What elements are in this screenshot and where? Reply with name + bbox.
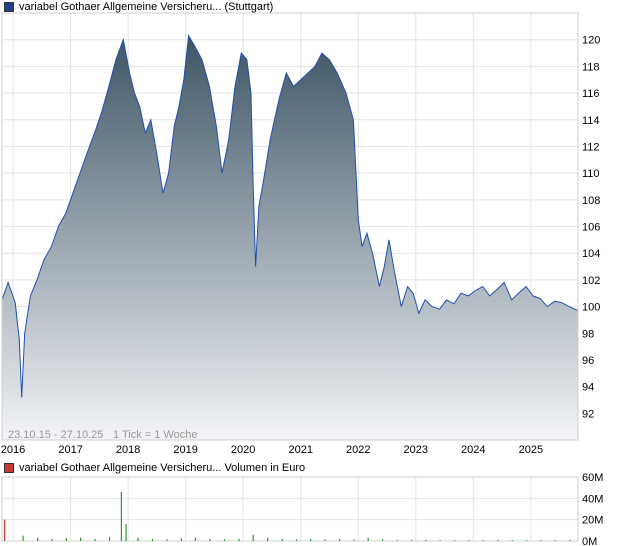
x-tick-label: 2025 [519, 444, 543, 456]
volume-bar [166, 539, 168, 541]
y-tick-label: 100 [582, 302, 600, 314]
volume-y-axis: 0M 20M 40M 60M [582, 472, 603, 546]
volume-bar [252, 534, 254, 541]
volume-bar [382, 539, 384, 541]
volume-bar [65, 538, 67, 541]
y-tick-label: 116 [582, 88, 600, 100]
volume-bar [497, 540, 499, 541]
price-area [2, 35, 578, 440]
volume-bar [439, 540, 441, 541]
volume-bar [180, 538, 182, 541]
x-tick-label: 2018 [116, 444, 140, 456]
volume-bar [51, 538, 53, 541]
price-legend-label: variabel Gothaer Allgemeine Versicheru..… [19, 1, 274, 13]
volume-bar [540, 540, 542, 541]
y-tick-label: 92 [582, 408, 594, 420]
volume-bar [353, 539, 355, 541]
volume-bar [482, 540, 484, 541]
volume-bar [22, 535, 24, 541]
volume-bar [526, 540, 528, 541]
y-tick-label: 108 [582, 195, 600, 207]
volume-bar [511, 540, 513, 541]
price-x-axis: 2016 2017 2018 2019 2020 2021 2022 2023 2024 2025 [1, 444, 543, 456]
y-tick-label: 120 [582, 35, 600, 47]
price-plot-frame [1, 12, 579, 441]
volume-bar [151, 538, 154, 541]
volume-bar [569, 540, 571, 541]
volume-bar [425, 539, 427, 541]
volume-legend-swatch [4, 463, 14, 473]
volume-bar [120, 491, 122, 541]
price-line [1, 34, 579, 398]
x-tick-label: 2017 [58, 444, 82, 456]
volume-bar [194, 537, 197, 541]
volume-bar [410, 539, 413, 541]
volume-legend: variabel Gothaer Allgemeine Versicheru..… [4, 461, 305, 475]
volume-bar [367, 537, 369, 541]
price-chart: 92 94 96 98 100 102 104 106 108 110 112 114 116 118 12… [1, 12, 600, 456]
volume-bar [223, 539, 226, 541]
volume-plot-frame [1, 476, 579, 542]
y-tick-label: 110 [582, 168, 600, 180]
volume-y-tick-label: 60M [582, 472, 603, 484]
volume-bar [37, 537, 39, 541]
volume-bar [80, 537, 82, 541]
tick-info-label: 1 Tick = 1 Woche [113, 429, 197, 441]
x-tick-label: 2016 [1, 444, 25, 456]
price-legend-swatch [4, 2, 14, 12]
y-tick-label: 114 [582, 115, 600, 127]
volume-bar [281, 538, 283, 541]
x-tick-label: 2022 [346, 444, 370, 456]
volume-y-tick-label: 0M [582, 536, 597, 546]
volume-bar [295, 539, 298, 541]
x-tick-label: 2021 [289, 444, 313, 456]
x-tick-label: 2019 [173, 444, 197, 456]
y-tick-label: 98 [582, 328, 594, 340]
y-tick-label: 118 [582, 61, 600, 73]
volume-legend-label: variabel Gothaer Allgemeine Versicheru..… [19, 462, 306, 474]
volume-bar [468, 540, 470, 541]
volume-bar [238, 538, 240, 541]
volume-bar [125, 523, 127, 541]
volume-y-tick-label: 20M [582, 515, 603, 527]
x-tick-label: 2023 [404, 444, 428, 456]
volume-bar [94, 538, 96, 541]
volume-bar [209, 538, 211, 541]
volume-bar [454, 540, 456, 541]
y-tick-label: 94 [582, 382, 594, 394]
x-tick-label: 2020 [231, 444, 255, 456]
volume-bar [396, 539, 398, 541]
price-y-axis: 92 94 96 98 100 102 104 106 108 110 112 114 116 118 12… [582, 35, 600, 421]
volume-bar [339, 538, 341, 541]
x-tick-label: 2024 [461, 444, 485, 456]
volume-bar [554, 540, 556, 541]
volume-bar [4, 519, 6, 541]
volume-bar [310, 538, 312, 541]
period-label: 23.10.15 - 27.10.25 [8, 429, 103, 441]
y-tick-label: 106 [582, 222, 600, 234]
y-tick-label: 96 [582, 355, 594, 367]
volume-bar [137, 537, 139, 541]
volume-bar [324, 539, 326, 541]
y-tick-label: 104 [582, 248, 600, 260]
y-tick-label: 112 [582, 141, 600, 153]
volume-y-tick-label: 40M [582, 493, 603, 505]
volume-bars [4, 491, 571, 541]
price-legend: variabel Gothaer Allgemeine Versicheru..… [4, 0, 273, 14]
volume-bar [108, 536, 111, 541]
y-tick-label: 102 [582, 275, 600, 287]
volume-grid [2, 476, 578, 542]
volume-bar [267, 537, 269, 541]
